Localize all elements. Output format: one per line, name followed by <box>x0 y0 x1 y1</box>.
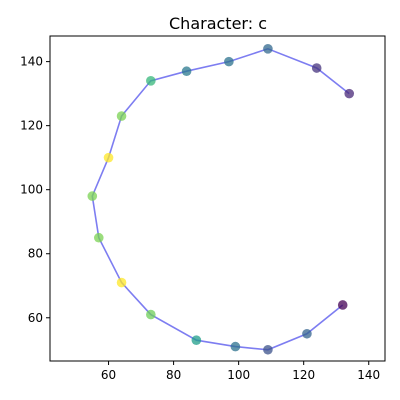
data-point <box>103 152 114 163</box>
y-axis: 60 80 100 120 140 <box>20 55 50 325</box>
stroke-path <box>91 47 350 351</box>
data-point <box>93 232 104 243</box>
data-points <box>87 44 355 355</box>
x-tick-label: 140 <box>357 368 380 382</box>
data-point <box>224 56 234 67</box>
y-tick-label: 60 <box>28 311 43 325</box>
data-point <box>337 300 348 310</box>
y-tick-label: 120 <box>20 119 43 133</box>
data-point <box>344 88 355 99</box>
x-tick-label: 60 <box>101 368 116 382</box>
data-point <box>230 341 241 352</box>
y-tick-label: 80 <box>28 247 43 261</box>
data-point <box>146 76 156 86</box>
data-point <box>191 335 202 345</box>
x-tick-label: 80 <box>166 368 181 382</box>
data-point <box>311 63 322 73</box>
data-point <box>181 66 192 77</box>
plot-area <box>49 35 386 362</box>
data-point <box>87 191 98 201</box>
data-point <box>146 309 156 320</box>
data-point <box>302 328 312 339</box>
x-tick-label: 120 <box>292 368 315 382</box>
x-axis: 60 80 100 120 140 <box>101 361 380 382</box>
x-tick-label: 100 <box>227 368 250 382</box>
y-tick-label: 140 <box>20 55 43 69</box>
chart-title: Character: c <box>169 14 267 33</box>
data-point <box>263 44 273 54</box>
y-tick-label: 100 <box>20 183 43 197</box>
data-point <box>116 111 127 121</box>
data-point <box>263 344 273 355</box>
data-point <box>116 277 127 288</box>
